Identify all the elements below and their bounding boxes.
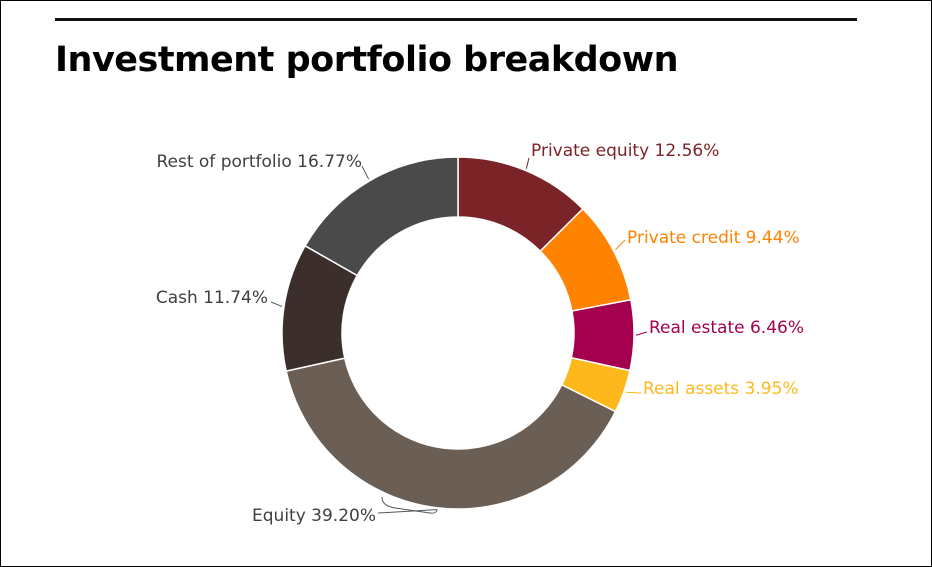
leader-real-estate: [635, 331, 648, 336]
label-rest-of-portfolio: Rest of portfolio 16.77%: [156, 152, 362, 172]
label-real-estate: Real estate 6.46%: [649, 318, 804, 338]
leader-equity: [377, 509, 437, 514]
slice-equity: [285, 357, 617, 510]
leader-lines: [270, 157, 648, 514]
leader-private-equity: [525, 157, 530, 169]
label-private-credit: Private credit 9.44%: [627, 228, 800, 248]
label-real-assets: Real assets 3.95%: [643, 379, 799, 399]
slice-rest-of-portfolio: [304, 156, 459, 277]
leader-real-assets: [625, 391, 642, 394]
label-equity: Equity 39.20%: [252, 506, 376, 526]
leader-cash: [270, 301, 283, 307]
leader-rest-of-portfolio: [361, 165, 370, 180]
label-private-equity: Private equity 12.56%: [531, 141, 719, 161]
equity-bracket: [381, 496, 438, 514]
chart-title: Investment portfolio breakdown: [55, 40, 678, 80]
label-cash: Cash 11.74%: [156, 288, 268, 308]
donut-slices: [281, 156, 635, 510]
leader-private-credit: [615, 239, 626, 251]
title-rule: [55, 18, 857, 21]
slice-labels: Private equity 12.56% Private credit 9.44…: [156, 141, 804, 526]
